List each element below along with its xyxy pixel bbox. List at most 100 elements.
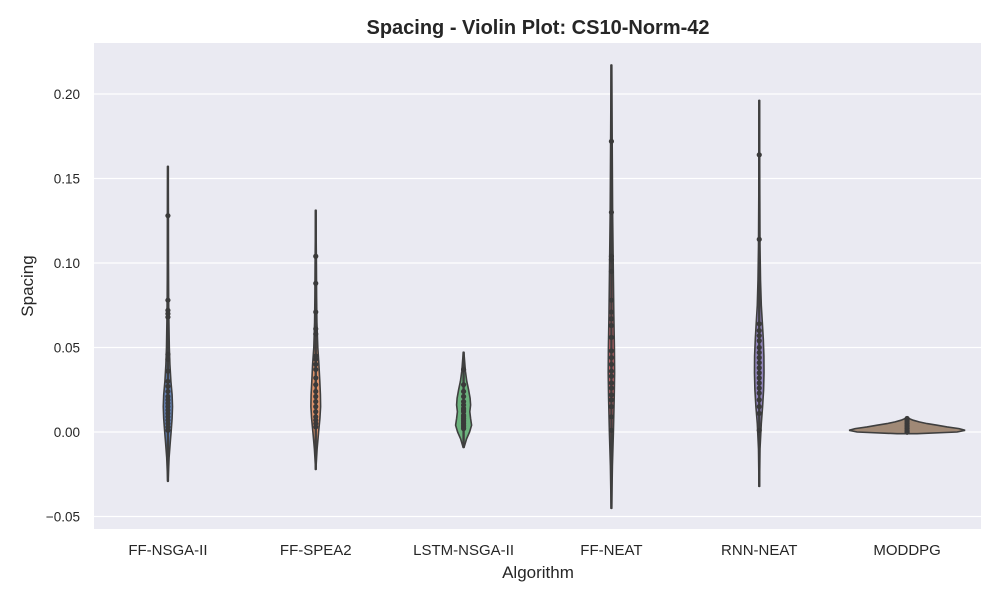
- data-point: [608, 427, 615, 433]
- violin-moddpg: [848, 415, 966, 435]
- data-point: [756, 349, 762, 356]
- data-point: [313, 424, 319, 430]
- violin-rnn-neat: [753, 99, 765, 488]
- data-point: [756, 236, 762, 242]
- y-axis-label: Spacing: [18, 255, 37, 316]
- data-point: [460, 388, 467, 395]
- x-tick-labels: FF-NSGA-II FF-SPEA2 LSTM-NSGA-II FF-NEAT RNN…: [128, 542, 941, 559]
- data-point: [756, 344, 762, 351]
- data-point: [165, 383, 171, 389]
- data-point: [608, 297, 615, 303]
- data-point: [460, 393, 467, 400]
- data-point: [165, 351, 171, 357]
- data-point: [756, 355, 762, 361]
- data-point: [608, 373, 615, 379]
- data-point: [460, 426, 467, 432]
- y-tick-label: 0.10: [54, 256, 80, 271]
- data-point: [608, 361, 615, 367]
- data-point: [165, 388, 171, 395]
- violins: [162, 64, 966, 510]
- data-point: [313, 398, 319, 405]
- x-tick-label: FF-SPEA2: [280, 542, 352, 559]
- data-point: [756, 321, 762, 327]
- data-point: [165, 356, 171, 362]
- data-point: [608, 268, 615, 275]
- x-tick-label: FF-NSGA-II: [128, 542, 207, 559]
- y-tick-label: 0.05: [54, 341, 80, 356]
- data-point: [756, 410, 762, 417]
- data-point: [313, 375, 319, 381]
- violin-ff-nsga-ii: [162, 165, 174, 483]
- chart-title: Spacing - Violin Plot: CS10-Norm-42: [366, 17, 709, 39]
- data-point: [608, 368, 615, 374]
- data-point: [608, 355, 615, 361]
- data-point: [608, 385, 615, 391]
- data-point: [165, 314, 171, 320]
- data-point: [904, 429, 910, 435]
- x-tick-label: FF-NEAT: [580, 542, 642, 559]
- data-point: [313, 280, 319, 286]
- data-point: [756, 333, 762, 339]
- data-point: [608, 257, 615, 263]
- data-point: [608, 380, 615, 386]
- data-point: [756, 338, 762, 344]
- data-point: [313, 331, 319, 337]
- data-point: [313, 309, 319, 315]
- data-point: [608, 138, 615, 144]
- data-point: [756, 397, 762, 403]
- data-point: [756, 152, 762, 158]
- data-point: [756, 385, 762, 391]
- data-point: [313, 366, 319, 373]
- data-point: [608, 209, 615, 215]
- data-point: [756, 365, 762, 371]
- data-point: [165, 368, 171, 374]
- data-point: [165, 427, 171, 433]
- data-point: [313, 356, 319, 362]
- y-tick-label: 0.20: [54, 87, 80, 102]
- data-point: [756, 390, 762, 396]
- data-point: [460, 382, 467, 388]
- data-point: [608, 392, 615, 398]
- data-point: [313, 409, 319, 415]
- data-point: [313, 404, 319, 410]
- violin-ff-neat: [607, 64, 616, 510]
- data-point: [608, 414, 615, 420]
- data-point: [313, 326, 319, 332]
- y-tick-label: −0.05: [46, 510, 80, 525]
- data-point: [313, 393, 319, 400]
- data-point: [165, 378, 171, 384]
- data-point: [313, 253, 319, 259]
- data-point: [608, 397, 615, 403]
- data-point: [313, 361, 319, 367]
- data-point: [608, 322, 615, 329]
- data-point: [756, 380, 762, 386]
- x-tick-label: LSTM-NSGA-II: [413, 542, 514, 559]
- data-point: [165, 213, 171, 219]
- y-tick-label: 0.15: [54, 172, 80, 187]
- y-tick-label: 0.00: [54, 425, 80, 440]
- data-point: [756, 360, 762, 366]
- data-point: [608, 316, 615, 322]
- data-point: [756, 375, 762, 381]
- data-point: [608, 334, 615, 340]
- x-axis-label: Algorithm: [502, 563, 574, 582]
- violin-ff-spea2: [310, 209, 322, 471]
- data-point: [756, 404, 762, 410]
- data-point: [313, 382, 319, 388]
- data-point: [608, 309, 615, 315]
- y-tick-labels: −0.05 0.00 0.05 0.10 0.15 0.20: [46, 87, 80, 525]
- data-point: [313, 388, 319, 395]
- data-point: [756, 328, 762, 334]
- x-tick-label: MODDPG: [873, 542, 941, 559]
- plot-area: [94, 43, 981, 529]
- data-point: [460, 366, 467, 373]
- data-point: [165, 297, 171, 303]
- violin-lstm-nsga-ii: [454, 351, 473, 449]
- data-point: [756, 427, 762, 433]
- data-point: [608, 404, 615, 410]
- data-point: [756, 370, 762, 376]
- x-tick-label: RNN-NEAT: [721, 542, 797, 559]
- data-point: [608, 348, 615, 354]
- grid-lines: [94, 93, 981, 518]
